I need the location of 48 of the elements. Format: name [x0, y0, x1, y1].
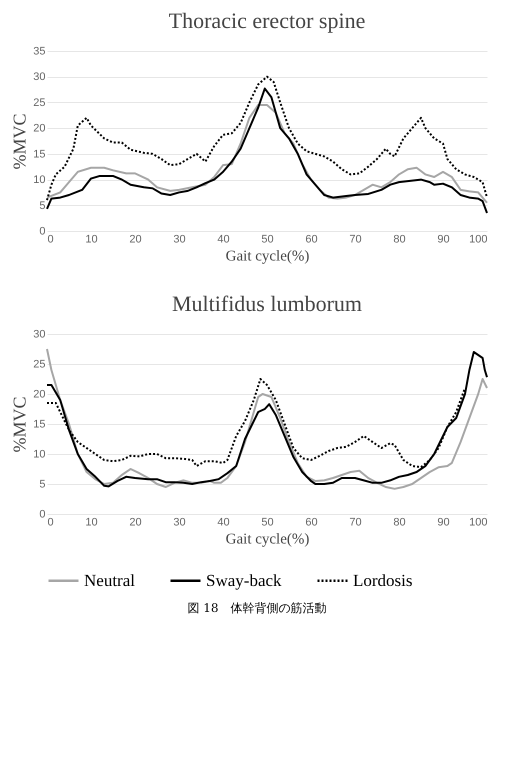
x-tick-label: 30 — [173, 234, 186, 246]
chart-title: Thoracic erector spine — [168, 8, 366, 33]
caption: 図 18 体幹背側の筋活動 — [186, 600, 328, 617]
x-tick-label: 0 — [48, 516, 54, 528]
y-tick-label: 15 — [33, 418, 46, 430]
x-tick-label: 60 — [305, 516, 318, 528]
x-axis-title: Gait cycle(%) — [226, 248, 310, 264]
y-tick-label: 20 — [33, 122, 46, 135]
x-tick-label: 90 — [437, 516, 450, 528]
y-tick-label: 20 — [33, 388, 46, 400]
x-tick-label: 100 — [469, 516, 488, 528]
x-tick-label: 30 — [173, 516, 186, 528]
x-tick-label: 50 — [261, 516, 274, 528]
legend-label: Neutral — [84, 570, 136, 590]
x-tick-label: 80 — [393, 516, 406, 528]
x-tick-label: 10 — [85, 516, 98, 528]
y-tick-label: 0 — [39, 508, 46, 520]
x-tick-label: 10 — [85, 234, 98, 246]
y-tick-label: 10 — [33, 448, 46, 460]
x-tick-label: 70 — [349, 234, 362, 246]
x-axis-title: Gait cycle(%) — [226, 532, 310, 548]
y-axis-title: %MVC — [9, 396, 30, 453]
y-tick-label: 5 — [39, 200, 46, 212]
chart-title: Multifidus lumborum — [172, 291, 362, 316]
x-tick-label: 20 — [129, 516, 142, 528]
legend-label: Lordosis — [353, 570, 412, 590]
y-tick-label: 30 — [33, 71, 46, 84]
x-tick-label: 90 — [437, 234, 450, 246]
legend-label: Sway-back — [206, 570, 282, 590]
x-tick-label: 80 — [393, 234, 406, 246]
x-tick-label: 20 — [129, 234, 142, 246]
x-tick-label: 100 — [469, 234, 488, 246]
y-tick-label: 0 — [39, 226, 46, 238]
y-tick-label: 25 — [33, 96, 46, 109]
x-tick-label: 40 — [217, 516, 230, 528]
y-tick-label: 25 — [33, 358, 46, 370]
y-tick-label: 35 — [33, 46, 46, 58]
y-tick-label: 5 — [39, 478, 46, 490]
x-tick-label: 50 — [261, 234, 274, 246]
x-tick-label: 40 — [217, 234, 230, 246]
x-tick-label: 70 — [349, 516, 362, 528]
y-tick-label: 30 — [33, 328, 46, 340]
x-tick-label: 60 — [305, 234, 318, 246]
x-tick-label: 0 — [48, 234, 54, 246]
y-axis-title: %MVC — [9, 113, 30, 170]
y-tick-label: 15 — [33, 148, 46, 160]
y-tick-label: 10 — [33, 174, 46, 186]
line-series — [46, 104, 488, 204]
